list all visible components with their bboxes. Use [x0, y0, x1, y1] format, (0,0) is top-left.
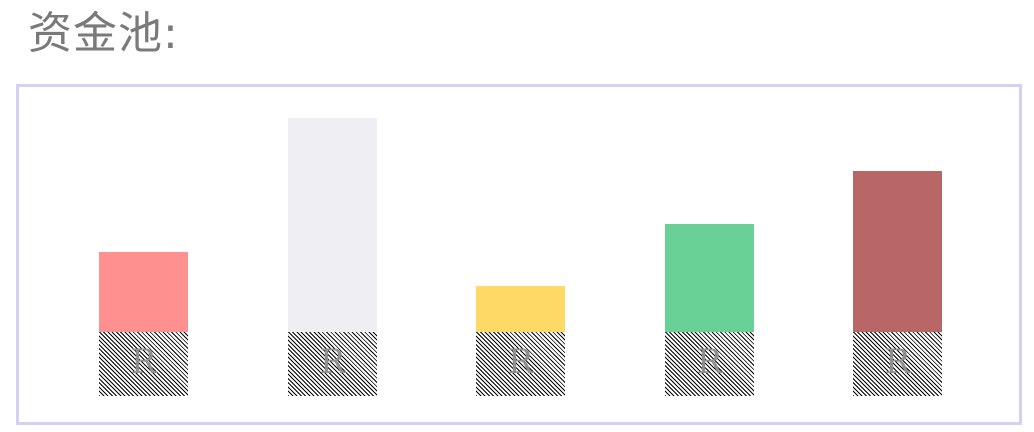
pool-column[interactable]: R: [665, 87, 754, 396]
pool-level-bar: [288, 118, 377, 332]
reserve-slot[interactable]: R: [476, 332, 565, 396]
pool-title: 资金池:: [28, 8, 179, 59]
reserve-label: R: [319, 342, 346, 382]
reserve-slot[interactable]: R: [665, 332, 754, 396]
pool-level-bar: [853, 171, 942, 332]
reserve-label: R: [696, 342, 723, 382]
pool-level-bar: [665, 224, 754, 332]
pool-column[interactable]: R: [288, 87, 377, 396]
pool-level-bar: [99, 252, 188, 332]
reserve-slot[interactable]: R: [853, 332, 942, 396]
reserve-slot[interactable]: R: [288, 332, 377, 396]
reserve-label: R: [884, 342, 911, 382]
reserve-label: R: [130, 342, 157, 382]
pool-column[interactable]: R: [476, 87, 565, 396]
pool-column[interactable]: R: [853, 87, 942, 396]
reserve-label: R: [507, 342, 534, 382]
reserve-slot[interactable]: R: [99, 332, 188, 396]
pool-level-bar: [476, 286, 565, 332]
pool-column[interactable]: R: [99, 87, 188, 396]
